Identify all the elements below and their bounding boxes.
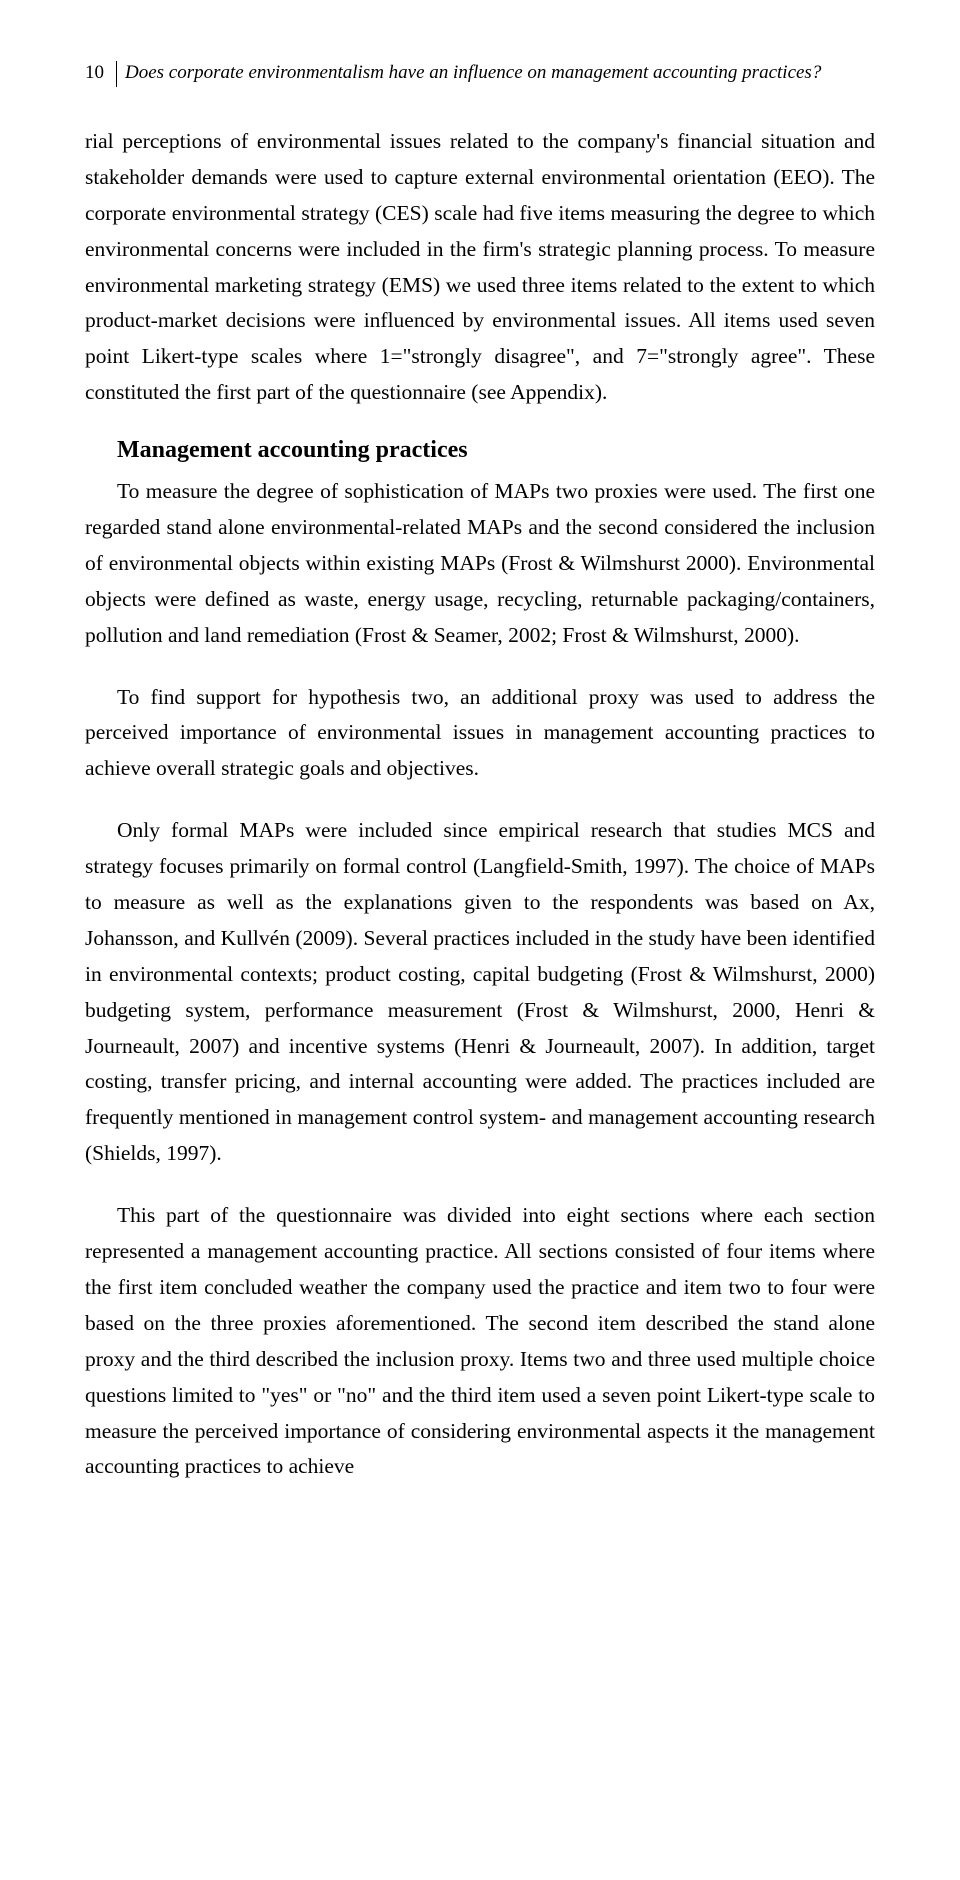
paragraph-3: To find support for hypothesis two, an a… [85,680,875,788]
running-title: Does corporate environmentalism have an … [125,62,821,84]
paragraph-5: This part of the questionnaire was divid… [85,1198,875,1485]
section-heading: Management accounting practices [117,437,875,464]
running-header: 10 Does corporate environmentalism have … [85,60,875,86]
header-divider [116,61,117,87]
paragraph-1: rial perceptions of environmental issues… [85,124,875,411]
page-number: 10 [85,62,104,84]
paragraph-2: To measure the degree of sophistication … [85,474,875,653]
paragraph-4: Only formal MAPs were included since emp… [85,813,875,1172]
